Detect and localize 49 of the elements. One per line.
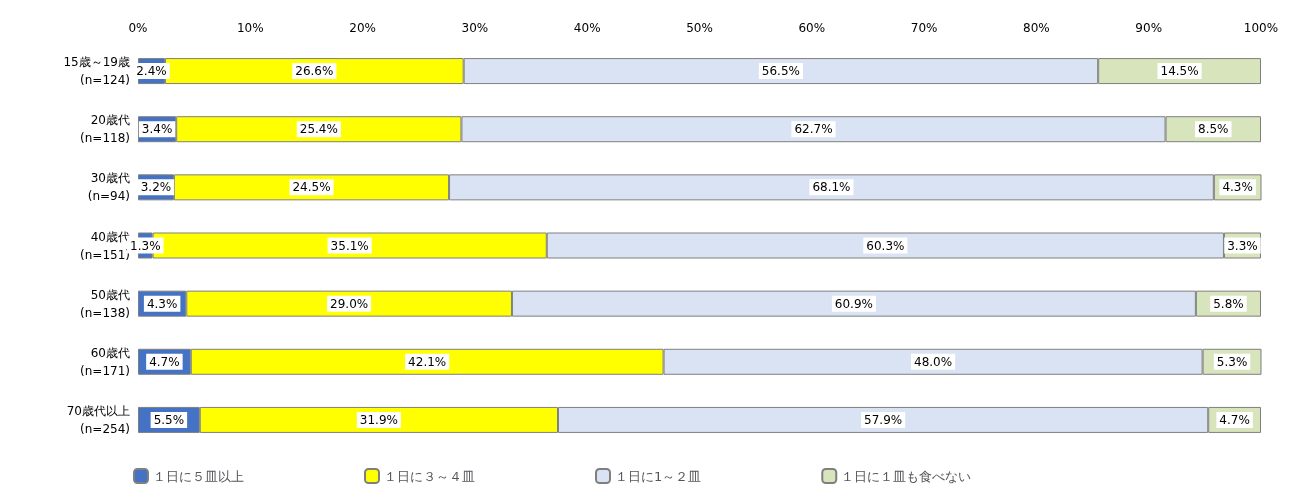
data-label: 4.7% <box>1219 412 1250 427</box>
data-label: 25.4% <box>299 122 338 137</box>
data-label: 48.0% <box>914 354 953 369</box>
data-label: 3.3% <box>1227 238 1258 253</box>
data-label: 5.8% <box>1213 296 1244 311</box>
x-tick-label: 0% <box>128 21 148 35</box>
y-tick-label: 30歳代 (n=94) <box>87 171 130 204</box>
x-tick-label: 100% <box>1243 21 1279 35</box>
x-tick-label: 90% <box>1135 21 1163 35</box>
data-label: 26.6% <box>295 64 334 79</box>
y-tick-label: 70歳代以上 (n=254) <box>66 403 130 436</box>
data-label: 31.9% <box>359 412 398 427</box>
data-label: 4.3% <box>1222 180 1253 195</box>
data-label: 57.9% <box>864 412 903 427</box>
legend-label: １日に３～４皿 <box>384 468 475 484</box>
data-label: 62.7% <box>794 122 833 137</box>
data-label: 29.0% <box>330 296 369 311</box>
data-label: 24.5% <box>292 180 331 195</box>
x-tick-label: 70% <box>910 21 938 35</box>
x-tick-label: 60% <box>798 21 826 35</box>
y-tick-label: 60歳代 (n=171) <box>80 345 130 378</box>
y-tick-label: 20歳代 (n=118) <box>80 113 130 146</box>
data-label: 1.3% <box>130 238 161 253</box>
x-tick-label: 50% <box>686 21 713 35</box>
legend-label: １日に1～２皿 <box>615 468 702 484</box>
data-label: 35.1% <box>330 238 369 253</box>
y-tick-label: 15歳～19歳 (n=124) <box>63 55 130 88</box>
data-label: 60.3% <box>866 238 905 253</box>
x-tick-label: 40% <box>573 21 601 35</box>
data-label: 14.5% <box>1160 64 1199 79</box>
data-label: 3.4% <box>141 122 173 137</box>
x-tick-label: 80% <box>1023 21 1050 35</box>
y-tick-label: 50歳代 (n=138) <box>80 287 130 320</box>
data-label: 42.1% <box>408 354 447 369</box>
data-label: 60.9% <box>834 296 873 311</box>
legend-label: １日に５皿以上 <box>153 468 244 484</box>
data-label: 4.7% <box>149 354 180 369</box>
data-label: 3.2% <box>140 180 172 195</box>
data-label: 68.1% <box>812 180 851 195</box>
data-label: 56.5% <box>761 64 800 79</box>
data-label: 2.4% <box>136 64 167 79</box>
data-label: 5.3% <box>1216 354 1248 369</box>
x-tick-label: 10% <box>236 21 264 35</box>
legend-label: １日に１皿も食べない <box>841 468 972 484</box>
data-label: 8.5% <box>1198 122 1229 137</box>
data-label: 4.3% <box>146 296 178 311</box>
x-tick-label: 20% <box>349 21 376 35</box>
x-tick-label: 30% <box>461 21 489 35</box>
data-label: 5.5% <box>153 412 185 427</box>
